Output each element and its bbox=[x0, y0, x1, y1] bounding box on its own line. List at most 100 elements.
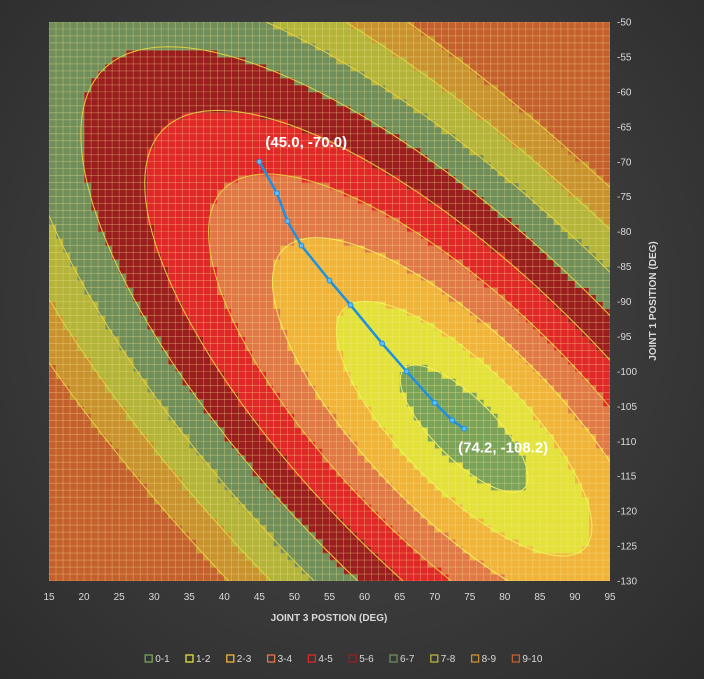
contour-cell bbox=[63, 343, 71, 351]
contour-cell bbox=[154, 217, 162, 226]
contour-cell bbox=[112, 28, 120, 37]
contour-cell bbox=[280, 98, 288, 107]
contour-cell bbox=[217, 532, 225, 540]
contour-cell bbox=[434, 210, 443, 219]
contour-cell bbox=[91, 287, 99, 295]
contour-cell bbox=[364, 49, 372, 58]
contour-cell bbox=[308, 322, 316, 330]
contour-cell bbox=[140, 378, 148, 386]
contour-cell bbox=[420, 84, 429, 93]
contour-cell bbox=[98, 357, 106, 365]
contour-cell bbox=[441, 224, 450, 233]
contour-cell bbox=[406, 560, 415, 568]
contour-cell bbox=[308, 392, 316, 400]
contour-cell bbox=[413, 322, 422, 330]
contour-cell bbox=[294, 126, 302, 135]
contour-cell bbox=[56, 350, 64, 358]
contour-cell bbox=[322, 532, 330, 540]
contour-cell bbox=[434, 98, 443, 107]
contour-cell bbox=[266, 273, 274, 281]
contour-cell bbox=[427, 161, 436, 170]
contour-cell bbox=[280, 518, 288, 526]
contour-cell bbox=[280, 63, 288, 72]
contour-cell bbox=[322, 175, 330, 184]
contour-cell bbox=[455, 196, 464, 205]
contour-cell bbox=[266, 315, 274, 323]
contour-cell bbox=[161, 231, 169, 240]
contour-cell bbox=[112, 392, 120, 400]
contour-cell bbox=[70, 385, 78, 393]
contour-cell bbox=[189, 287, 197, 295]
contour-cell bbox=[84, 469, 92, 477]
contour-cell bbox=[189, 413, 197, 421]
contour-cell bbox=[126, 546, 134, 554]
contour-cell bbox=[350, 511, 358, 519]
contour-cell bbox=[154, 560, 162, 568]
contour-cell bbox=[301, 28, 309, 37]
contour-cell bbox=[140, 364, 148, 372]
contour-cell bbox=[378, 70, 386, 79]
contour-cell bbox=[371, 315, 379, 323]
contour-cell bbox=[315, 406, 323, 414]
contour-cell bbox=[189, 175, 197, 184]
contour-cell bbox=[441, 329, 450, 337]
contour-cell bbox=[259, 231, 267, 240]
contour-cell bbox=[168, 84, 176, 93]
contour-cell bbox=[203, 105, 211, 114]
contour-cell bbox=[98, 476, 106, 484]
contour-cell bbox=[77, 406, 85, 414]
contour-cell bbox=[448, 140, 457, 149]
contour-cell bbox=[189, 490, 197, 498]
contour-cell bbox=[70, 91, 78, 100]
contour-cell bbox=[420, 112, 429, 121]
contour-cell bbox=[77, 539, 85, 547]
contour-cell bbox=[427, 476, 436, 484]
contour-cell bbox=[420, 189, 429, 198]
contour-cell bbox=[210, 301, 218, 309]
contour-cell bbox=[168, 448, 176, 456]
contour-cell bbox=[105, 147, 113, 156]
contour-cell bbox=[133, 238, 141, 246]
contour-cell bbox=[140, 350, 148, 358]
contour-cell bbox=[280, 504, 288, 512]
contour-cell bbox=[126, 490, 134, 498]
contour-cell bbox=[322, 98, 330, 107]
contour-cell bbox=[364, 301, 372, 309]
contour-cell bbox=[56, 399, 64, 407]
contour-cell bbox=[329, 91, 337, 100]
contour-cell bbox=[49, 574, 57, 581]
contour-cell bbox=[203, 497, 211, 505]
contour-cell bbox=[252, 448, 260, 456]
contour-cell bbox=[252, 294, 260, 302]
contour-cell bbox=[147, 203, 155, 212]
contour-cell bbox=[217, 42, 225, 51]
contour-cell bbox=[259, 266, 267, 274]
contour-cell bbox=[455, 343, 464, 351]
contour-cell bbox=[420, 168, 429, 177]
contour-cell bbox=[469, 112, 478, 121]
contour-cell bbox=[364, 266, 372, 274]
contour-cell bbox=[112, 525, 120, 533]
contour-cell bbox=[455, 70, 464, 79]
contour-cell bbox=[448, 413, 457, 421]
contour-cell bbox=[448, 315, 457, 323]
contour-cell bbox=[406, 196, 415, 205]
contour-cell bbox=[224, 91, 232, 100]
contour-cell bbox=[140, 210, 148, 219]
contour-cell bbox=[364, 378, 372, 386]
contour-cell bbox=[441, 140, 450, 149]
contour-cell bbox=[343, 553, 351, 561]
contour-cell bbox=[105, 266, 113, 274]
contour-cell bbox=[252, 280, 260, 288]
contour-cell bbox=[434, 378, 443, 386]
contour-cell bbox=[210, 518, 218, 526]
contour-cell bbox=[91, 567, 99, 575]
contour-cell bbox=[343, 22, 351, 30]
contour-cell bbox=[119, 182, 127, 191]
contour-cell bbox=[322, 133, 330, 142]
contour-cell bbox=[455, 504, 464, 512]
contour-cell bbox=[385, 91, 394, 100]
contour-cell bbox=[77, 210, 85, 219]
contour-cell bbox=[154, 70, 162, 79]
contour-cell bbox=[273, 35, 281, 44]
